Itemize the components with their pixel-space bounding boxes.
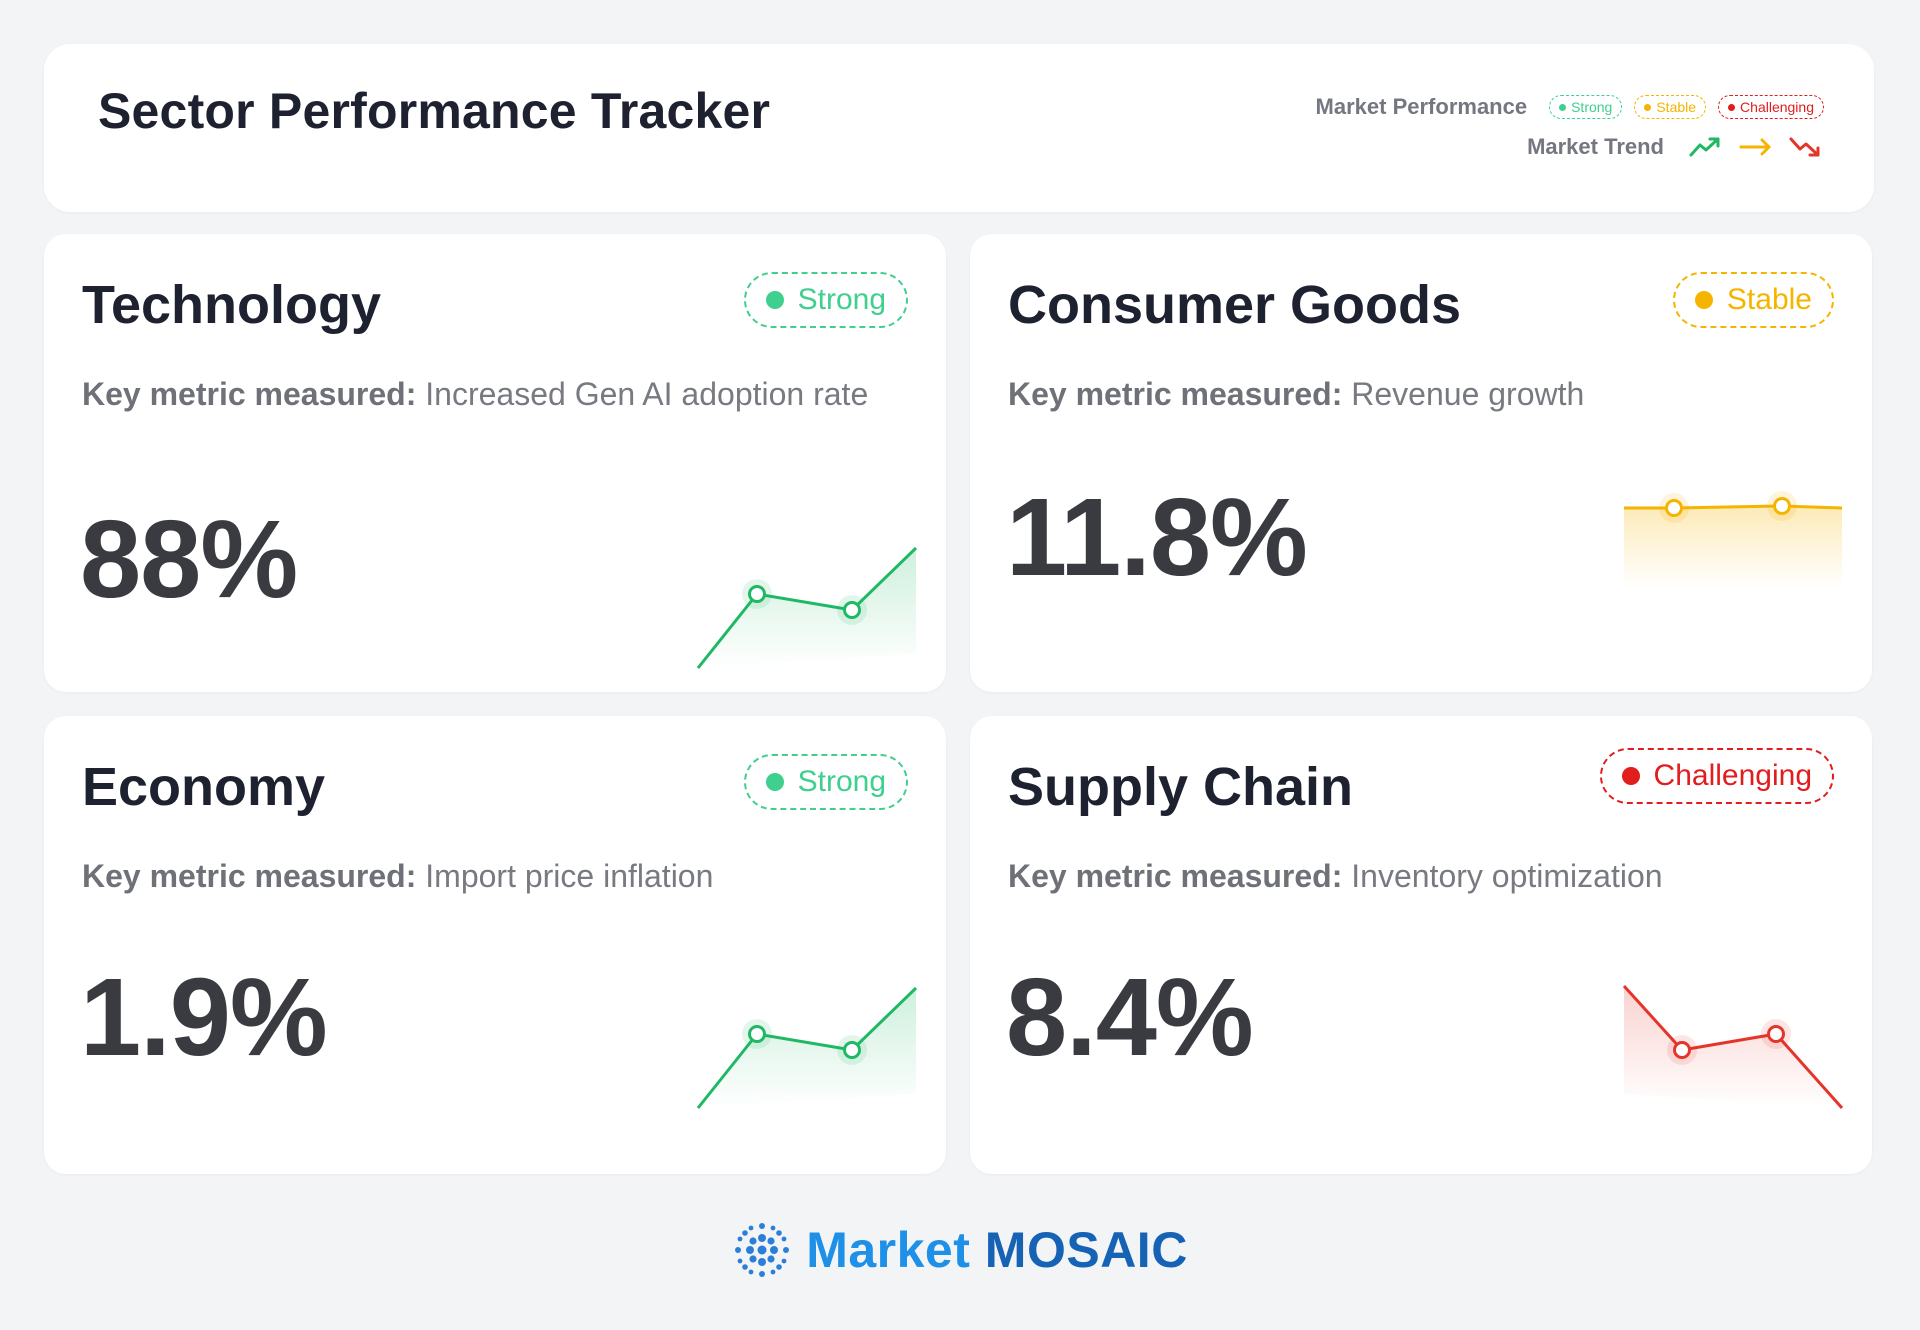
status-dot-icon: [1694, 291, 1713, 309]
status-label: Strong: [797, 765, 886, 798]
metric-description: Key metric measured: Increased Gen AI ad…: [82, 376, 868, 413]
stable-dot-icon: [1644, 103, 1652, 111]
legend-strong-label: Strong: [1571, 99, 1613, 115]
legend-challenging-badge: Challenging: [1718, 95, 1824, 119]
trend-legend: Market Trend: [1527, 134, 1824, 160]
sector-card-consumer-goods: Consumer Goods Stable Key metric measure…: [970, 234, 1872, 692]
brand-name-part1: Market: [806, 1222, 971, 1278]
metric-value: Import price inflation: [425, 858, 714, 894]
metric-description: Key metric measured: Import price inflat…: [82, 858, 713, 895]
challenging-dot-icon: [1728, 103, 1736, 111]
big-value: 11.8%: [1006, 476, 1308, 599]
brand-name: Market MOSAIC: [806, 1221, 1188, 1279]
metric-label: Key metric measured:: [1008, 376, 1343, 412]
big-value: 8.4%: [1006, 956, 1254, 1079]
status-badge: Strong: [743, 272, 908, 328]
legend-stable-badge: Stable: [1634, 95, 1707, 119]
legend-challenging-label: Challenging: [1740, 99, 1814, 115]
trend-up-icon: [1689, 137, 1720, 157]
metric-description: Key metric measured: Revenue growth: [1008, 376, 1584, 413]
metric-value: Increased Gen AI adoption rate: [425, 376, 869, 412]
trend-flat-icon: [1739, 138, 1771, 156]
big-value: 88%: [80, 498, 298, 621]
status-badge: Strong: [743, 754, 908, 810]
card-title: Technology: [82, 275, 382, 335]
legend-stable-label: Stable: [1656, 99, 1697, 115]
strong-dot-icon: [1559, 103, 1567, 111]
sector-card-supply-chain: Supply Chain Challenging Key metric meas…: [970, 716, 1872, 1174]
status-badge: Challenging: [1599, 748, 1834, 804]
sparkline-up-icon: [696, 986, 918, 1109]
footer-brand: Market MOSAIC: [0, 1220, 1920, 1280]
page-title: Sector Performance Tracker: [98, 83, 771, 139]
metric-value: Revenue growth: [1351, 376, 1585, 412]
big-value: 1.9%: [80, 956, 328, 1079]
metric-label: Key metric measured:: [82, 376, 417, 412]
sparkline-down-icon: [1622, 984, 1844, 1109]
sparkline-flat-icon: [1624, 491, 1843, 588]
card-title: Consumer Goods: [1008, 275, 1462, 335]
metric-label: Key metric measured:: [82, 858, 417, 894]
mosaic-dots-icon: [735, 1223, 790, 1277]
metric-value: Inventory optimization: [1351, 858, 1663, 894]
metric-label: Key metric measured:: [1008, 858, 1343, 894]
metric-description: Key metric measured: Inventory optimizat…: [1008, 858, 1663, 895]
trend-legend-label: Market Trend: [1527, 134, 1664, 159]
performance-legend-label: Market Performance: [1315, 94, 1528, 119]
sector-card-economy: Economy Strong Key metric measured: Impo…: [44, 716, 946, 1174]
status-dot-icon: [1621, 767, 1640, 785]
status-label: Stable: [1726, 283, 1812, 316]
performance-legend: Market Performance Strong Stable Challen…: [1316, 94, 1824, 120]
brand-name-part2: MOSAIC: [984, 1222, 1188, 1278]
sector-card-technology: Technology Strong Key metric measured: I…: [44, 234, 946, 692]
status-dot-icon: [765, 291, 784, 309]
status-label: Challenging: [1653, 759, 1812, 792]
legend-strong-badge: Strong: [1549, 95, 1623, 119]
trend-down-icon: [1789, 137, 1820, 157]
sparkline-up-icon: [696, 546, 918, 669]
status-badge: Stable: [1672, 272, 1834, 328]
card-title: Supply Chain: [1008, 757, 1354, 817]
card-title: Economy: [82, 757, 326, 817]
status-label: Strong: [797, 283, 886, 316]
status-dot-icon: [765, 773, 784, 791]
header-panel: Sector Performance Tracker Market Perfor…: [44, 44, 1874, 212]
